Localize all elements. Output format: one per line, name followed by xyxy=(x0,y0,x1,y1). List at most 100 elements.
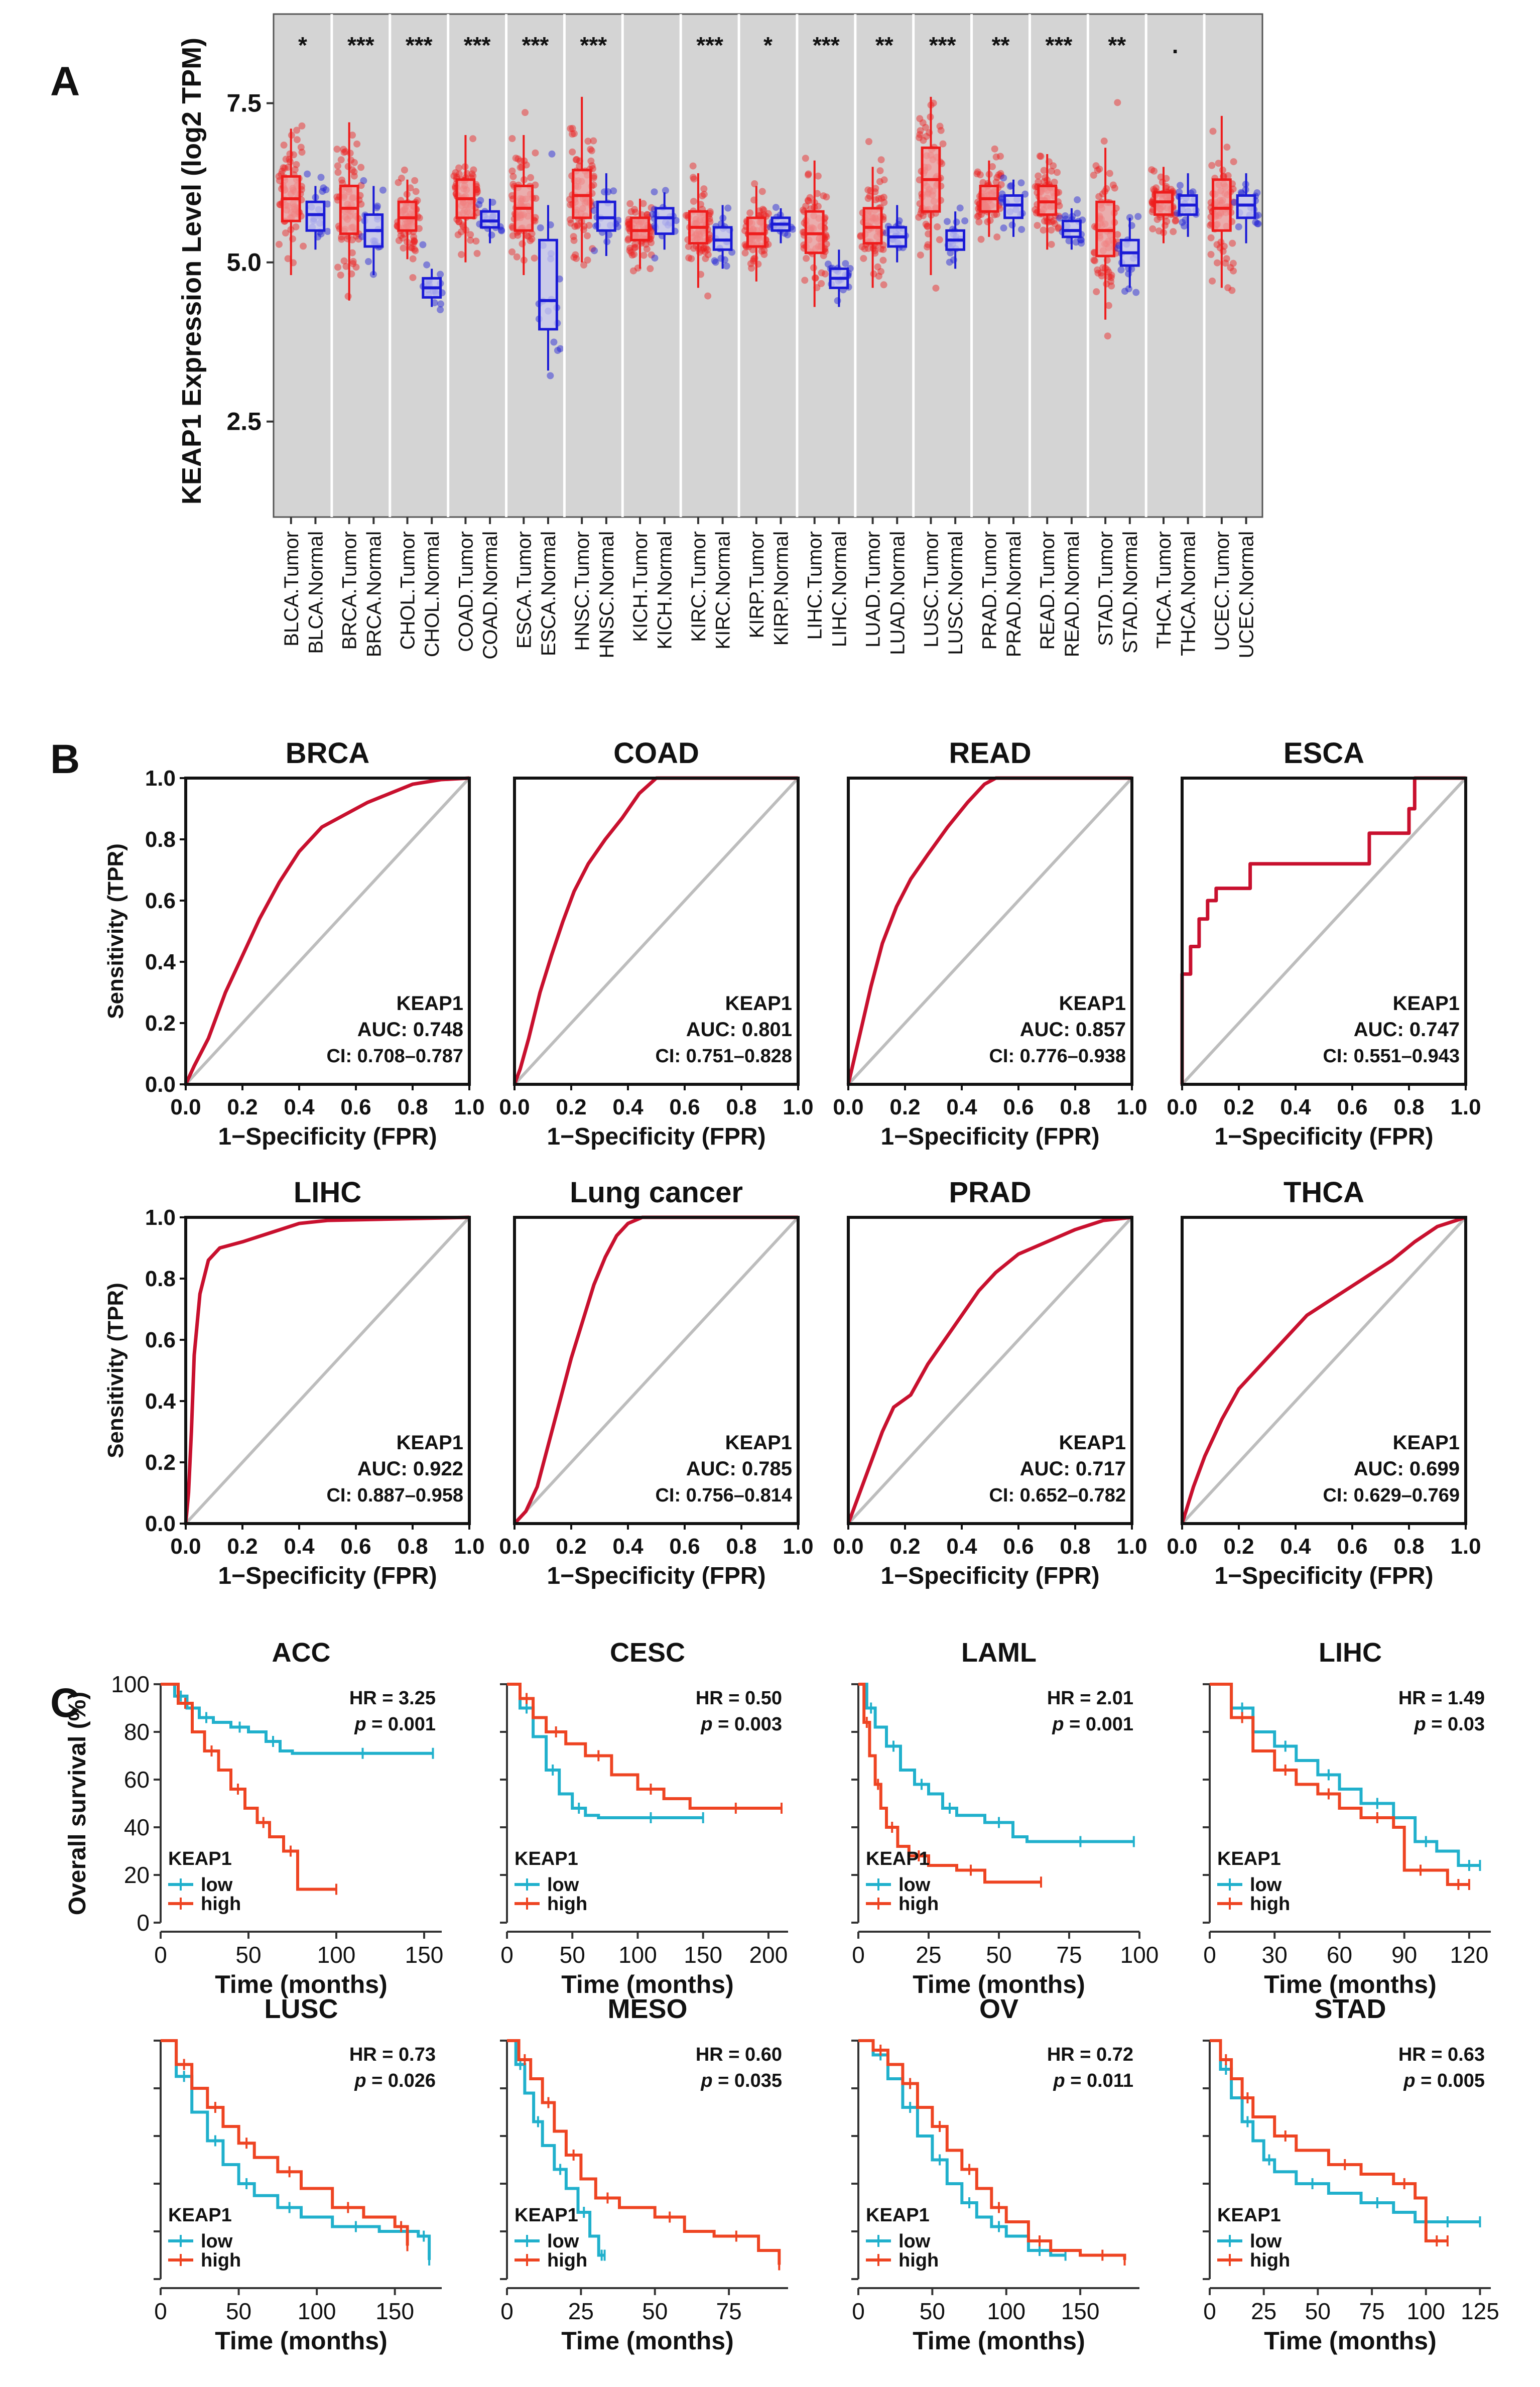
jitter-point xyxy=(324,228,331,235)
boxplot-x-tick-label: CHOL.Normal xyxy=(421,531,443,657)
jitter-point xyxy=(924,243,931,250)
jitter-point xyxy=(567,125,574,133)
significance-label: *** xyxy=(464,32,491,58)
jitter-point xyxy=(293,127,301,134)
jitter-point xyxy=(1040,226,1047,234)
roc-x-tick-label: 1.0 xyxy=(1116,1095,1147,1119)
km-p-value-label: p = 0.026 xyxy=(354,2070,436,2091)
km-legend-low-label: low xyxy=(201,1874,233,1896)
km-legend-low-label: low xyxy=(1250,2231,1282,2252)
km-legend-low-label: low xyxy=(899,1874,931,1896)
jitter-point xyxy=(1254,220,1262,227)
jitter-point xyxy=(986,217,994,224)
jitter-point xyxy=(628,252,636,259)
km-y-tick-label: 0 xyxy=(137,1910,150,1936)
jitter-point xyxy=(1254,211,1262,219)
km-x-tick-label: 125 xyxy=(1461,2298,1499,2324)
jitter-point xyxy=(346,150,354,157)
jitter-point xyxy=(1078,236,1085,244)
jitter-point xyxy=(1207,250,1215,258)
jitter-point xyxy=(570,237,578,244)
panel-label-a: A xyxy=(50,59,80,104)
jitter-point xyxy=(690,244,698,252)
jitter-point xyxy=(880,176,888,184)
roc-x-tick-label: 0.4 xyxy=(284,1095,315,1119)
jitter-point xyxy=(275,173,283,180)
jitter-point xyxy=(1097,269,1105,277)
km-legend-title: KEAP1 xyxy=(515,2205,578,2226)
jitter-point xyxy=(1222,260,1229,267)
jitter-point xyxy=(746,209,754,217)
jitter-point xyxy=(1215,160,1222,167)
significance-label: *** xyxy=(522,32,549,58)
jitter-point xyxy=(1048,167,1055,175)
jitter-point xyxy=(956,204,964,212)
jitter-point xyxy=(920,137,927,144)
roc-gene-label: KEAP1 xyxy=(1393,1432,1460,1454)
km-p-symbol: p xyxy=(1052,1714,1064,1735)
jitter-point xyxy=(974,213,981,220)
boxplot-x-tick-label: LIHC.Tumor xyxy=(804,531,826,640)
roc-plot-frame xyxy=(513,777,800,1086)
roc-x-tick-label: 0.2 xyxy=(227,1534,258,1559)
jitter-point xyxy=(557,345,564,352)
roc-x-axis-title: 1−Specificity (FPR) xyxy=(547,1123,765,1150)
jitter-point xyxy=(525,232,532,240)
jitter-point xyxy=(936,122,944,130)
jitter-point xyxy=(284,255,292,263)
km-x-axis-title: Time (months) xyxy=(913,1970,1085,1998)
jitter-point xyxy=(334,162,341,170)
jitter-point xyxy=(857,232,864,239)
jitter-point xyxy=(410,240,417,247)
normal-box xyxy=(1236,194,1256,219)
km-x-axis-title: Time (months) xyxy=(215,1970,388,1998)
km-legend-title: KEAP1 xyxy=(866,1848,930,1869)
boxplot-x-tick-label: ESCA.Tumor xyxy=(513,531,535,649)
jitter-point xyxy=(338,176,346,184)
normal-box xyxy=(1062,219,1082,238)
jitter-point xyxy=(333,193,341,201)
roc-panel-title: THCA xyxy=(1284,1176,1364,1209)
roc-panel-title: Lung cancer xyxy=(570,1176,743,1209)
km-p-value-label: p = 0.001 xyxy=(1052,1714,1133,1735)
jitter-point xyxy=(920,212,927,219)
km-legend-high-label: high xyxy=(1250,2250,1290,2271)
jitter-point xyxy=(662,187,669,194)
km-x-tick-label: 75 xyxy=(1359,2298,1384,2324)
jitter-point xyxy=(946,259,953,266)
roc-x-tick-label: 1.0 xyxy=(783,1095,813,1119)
jitter-point xyxy=(569,148,576,156)
jitter-point xyxy=(517,157,524,165)
jitter-point xyxy=(997,170,1004,177)
jitter-point xyxy=(348,166,356,174)
jitter-point xyxy=(1153,216,1161,223)
jitter-point xyxy=(818,269,825,277)
jitter-point xyxy=(1114,99,1121,106)
roc-gene-label: KEAP1 xyxy=(725,1432,792,1454)
jitter-point xyxy=(344,293,352,300)
km-legend-low-label: low xyxy=(899,2231,931,2252)
jitter-point xyxy=(352,264,360,271)
jitter-point xyxy=(860,255,867,262)
jitter-point xyxy=(1223,255,1230,263)
jitter-point xyxy=(1237,189,1245,196)
tumor-box xyxy=(862,207,883,245)
km-hr-label: HR = 2.01 xyxy=(1047,1688,1133,1709)
jitter-point xyxy=(1132,289,1140,296)
jitter-point xyxy=(992,178,1000,186)
km-x-tick-label: 90 xyxy=(1391,1942,1417,1968)
roc-x-tick-label: 0.4 xyxy=(946,1534,977,1559)
jitter-point xyxy=(320,184,327,192)
jitter-point xyxy=(1105,268,1112,276)
km-panel-title: STAD xyxy=(1315,1994,1386,2024)
jitter-point xyxy=(643,245,651,253)
km-y-tick-label: 80 xyxy=(124,1719,150,1745)
km-p-value: = 0.003 xyxy=(713,1714,782,1735)
roc-x-tick-label: 0.8 xyxy=(1060,1095,1090,1119)
km-curve-low xyxy=(858,2039,1066,2257)
jitter-point xyxy=(467,231,474,238)
jitter-point xyxy=(976,171,984,179)
jitter-point xyxy=(698,246,706,254)
jitter-point xyxy=(437,271,444,278)
